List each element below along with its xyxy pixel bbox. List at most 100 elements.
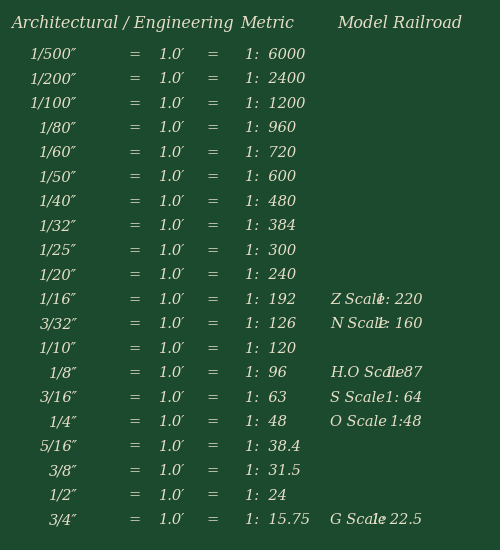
Text: =: =	[129, 219, 141, 233]
Text: 1:  384: 1: 384	[245, 219, 296, 233]
Text: 1/16″: 1/16″	[40, 293, 78, 307]
Text: 1.0′: 1.0′	[159, 317, 186, 331]
Text: 1/60″: 1/60″	[40, 146, 78, 160]
Text: N Scale: N Scale	[330, 317, 388, 331]
Text: =: =	[206, 464, 218, 478]
Text: 1.0′: 1.0′	[159, 97, 186, 111]
Text: 1/25″: 1/25″	[40, 244, 78, 258]
Text: 3/16″: 3/16″	[40, 390, 78, 405]
Text: O Scale: O Scale	[330, 415, 387, 429]
Text: Z Scale: Z Scale	[330, 293, 385, 307]
Text: 1:  720: 1: 720	[245, 146, 296, 160]
Text: =: =	[206, 73, 218, 86]
Text: 5/16″: 5/16″	[40, 439, 78, 454]
Text: =: =	[206, 268, 218, 282]
Text: =: =	[129, 146, 141, 160]
Text: 1.0′: 1.0′	[159, 195, 186, 209]
Text: 1.0′: 1.0′	[159, 244, 186, 258]
Text: =: =	[129, 464, 141, 478]
Text: 1.0′: 1.0′	[159, 73, 186, 86]
Text: =: =	[206, 170, 218, 184]
Text: 3/8″: 3/8″	[48, 464, 78, 478]
Text: 1/8″: 1/8″	[48, 366, 78, 380]
Text: =: =	[129, 97, 141, 111]
Text: =: =	[129, 73, 141, 86]
Text: =: =	[129, 293, 141, 307]
Text: 1:  240: 1: 240	[245, 268, 296, 282]
Text: =: =	[129, 415, 141, 429]
Text: 1:  38.4: 1: 38.4	[245, 439, 301, 454]
Text: 1.0′: 1.0′	[159, 488, 186, 503]
Text: 1:  300: 1: 300	[245, 244, 296, 258]
Text: S Scale: S Scale	[330, 390, 385, 405]
Text: 1:  2400: 1: 2400	[245, 73, 306, 86]
Text: =: =	[129, 513, 141, 527]
Text: =: =	[206, 97, 218, 111]
Text: 1.0′: 1.0′	[159, 293, 186, 307]
Text: =: =	[206, 439, 218, 454]
Text: =: =	[206, 317, 218, 331]
Text: 1/80″: 1/80″	[40, 122, 78, 135]
Text: =: =	[206, 195, 218, 209]
Text: =: =	[129, 488, 141, 503]
Text: 1:  960: 1: 960	[245, 122, 296, 135]
Text: 1:  120: 1: 120	[245, 342, 296, 356]
Text: =: =	[206, 488, 218, 503]
Text: 1/50″: 1/50″	[40, 170, 78, 184]
Text: 1: 160: 1: 160	[376, 317, 422, 331]
Text: 3/4″: 3/4″	[48, 513, 78, 527]
Text: 1/200″: 1/200″	[30, 73, 78, 86]
Text: =: =	[206, 146, 218, 160]
Text: =: =	[129, 317, 141, 331]
Text: 1.0′: 1.0′	[159, 122, 186, 135]
Text: 1.0′: 1.0′	[159, 415, 186, 429]
Text: 1/500″: 1/500″	[30, 48, 78, 62]
Text: 1.0′: 1.0′	[159, 439, 186, 454]
Text: 1: 220: 1: 220	[376, 293, 422, 307]
Text: G Scale: G Scale	[330, 513, 386, 527]
Text: =: =	[129, 122, 141, 135]
Text: 1: 64: 1: 64	[385, 390, 422, 405]
Text: 1:  48: 1: 48	[245, 415, 287, 429]
Text: =: =	[206, 415, 218, 429]
Text: 1/4″: 1/4″	[48, 415, 78, 429]
Text: 1.0′: 1.0′	[159, 146, 186, 160]
Text: 1.0′: 1.0′	[159, 219, 186, 233]
Text: 1/32″: 1/32″	[40, 219, 78, 233]
Text: =: =	[206, 293, 218, 307]
Text: 1/100″: 1/100″	[30, 97, 78, 111]
Text: =: =	[129, 366, 141, 380]
Text: Metric: Metric	[240, 15, 294, 32]
Text: 1.0′: 1.0′	[159, 170, 186, 184]
Text: 1.0′: 1.0′	[159, 342, 186, 356]
Text: =: =	[129, 390, 141, 405]
Text: =: =	[206, 366, 218, 380]
Text: 1.0′: 1.0′	[159, 268, 186, 282]
Text: =: =	[206, 390, 218, 405]
Text: =: =	[206, 513, 218, 527]
Text: =: =	[129, 195, 141, 209]
Text: 1.0′: 1.0′	[159, 390, 186, 405]
Text: 1:  24: 1: 24	[245, 488, 287, 503]
Text: =: =	[129, 48, 141, 62]
Text: Model Railroad: Model Railroad	[338, 15, 462, 32]
Text: =: =	[129, 342, 141, 356]
Text: 1.0′: 1.0′	[159, 464, 186, 478]
Text: 1.0′: 1.0′	[159, 48, 186, 62]
Text: 1:  31.5: 1: 31.5	[245, 464, 301, 478]
Text: 1/20″: 1/20″	[40, 268, 78, 282]
Text: Architectural / Engineering: Architectural / Engineering	[11, 15, 234, 32]
Text: 1:  1200: 1: 1200	[245, 97, 306, 111]
Text: =: =	[129, 439, 141, 454]
Text: 1:  600: 1: 600	[245, 170, 296, 184]
Text: 1.0′: 1.0′	[159, 366, 186, 380]
Text: 1.0′: 1.0′	[159, 513, 186, 527]
Text: =: =	[206, 244, 218, 258]
Text: 1:48: 1:48	[390, 415, 422, 429]
Text: =: =	[206, 342, 218, 356]
Text: 1:  63: 1: 63	[245, 390, 287, 405]
Text: H.O Scale: H.O Scale	[330, 366, 404, 380]
Text: 1:  96: 1: 96	[245, 366, 287, 380]
Text: =: =	[206, 122, 218, 135]
Text: =: =	[129, 244, 141, 258]
